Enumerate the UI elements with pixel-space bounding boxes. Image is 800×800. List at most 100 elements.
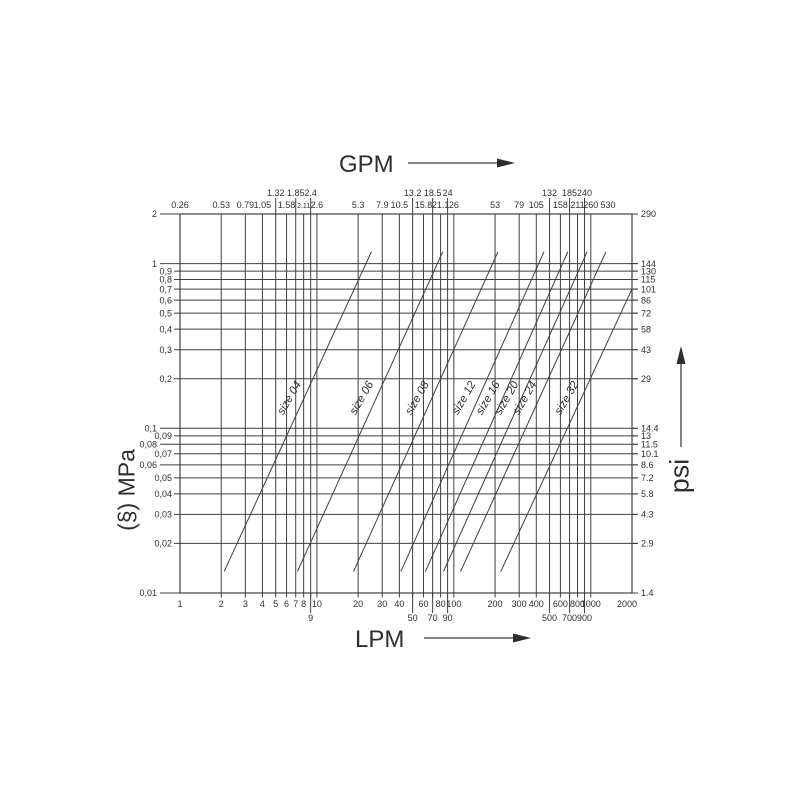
top-tick-label: 1.05 — [254, 200, 272, 210]
series-line-size-08 — [353, 251, 499, 572]
left-tick-label: 0,02 — [154, 539, 172, 549]
left-tick-label: 1 — [152, 259, 157, 269]
left-tick-label: 0,06 — [139, 460, 157, 470]
top-tick-label: 530 — [600, 200, 615, 210]
bottom-tick-label: 90 — [443, 613, 453, 623]
left-tick-label: 0,01 — [139, 588, 157, 598]
plot-frame — [179, 213, 633, 594]
left-tick-label: 0,1 — [144, 423, 157, 433]
series-label-size-06: size 06 — [348, 379, 377, 417]
top-tick-label: 1.32 — [267, 188, 285, 198]
left-tick-label: 0,9 — [159, 266, 172, 276]
top-tick-label: 24 — [443, 188, 453, 198]
left-tick-label: 0,3 — [159, 345, 172, 355]
top-tick-label: 185 — [562, 188, 577, 198]
bottom-tick-label: 80 — [436, 599, 446, 609]
left-tick-label: 0,03 — [154, 510, 172, 520]
top-tick-label: 2.4 — [304, 188, 317, 198]
series-line-size-06 — [296, 251, 444, 572]
left-tick-label: 0,04 — [154, 489, 172, 499]
right-tick-label: 115 — [641, 275, 655, 285]
bottom-tick-label: 50 — [408, 613, 418, 623]
top-tick-label: 105 — [529, 200, 544, 210]
bottom-tick-label: 300 — [512, 599, 527, 609]
series-line-size-16 — [424, 251, 569, 572]
right-tick-label: 290 — [641, 209, 656, 219]
right-axis-title: psi — [664, 458, 695, 494]
top-axis-title: GPM — [339, 151, 394, 178]
bottom-tick-label: 7 — [293, 599, 298, 609]
series-line-size-32 — [500, 288, 633, 572]
right-tick-label: 7.2 — [641, 473, 654, 483]
bottom-tick-label: 40 — [394, 599, 404, 609]
series-label-size-08: size 08 — [403, 379, 432, 417]
top-tick-label: 0.53 — [212, 200, 230, 210]
bottom-tick-label: 2000 — [617, 599, 637, 609]
left-tick-label: 0,4 — [159, 324, 172, 334]
bottom-tick-label: 1000 — [581, 599, 601, 609]
bottom-tick-label: 70 — [428, 613, 438, 623]
top-tick-label: 53 — [490, 200, 500, 210]
bottom-tick-label: 700 — [562, 613, 577, 623]
right-tick-label: 1.4 — [641, 588, 654, 598]
right-tick-label: 13 — [641, 431, 651, 441]
top-tick-label: 1.58 — [278, 200, 296, 210]
top-tick-label: 10.5 — [391, 200, 409, 210]
lpm-arrow-icon — [424, 633, 531, 643]
bottom-tick-label: 9 — [308, 613, 313, 623]
bottom-tick-label: 60 — [418, 599, 428, 609]
bottom-tick-label: 30 — [377, 599, 387, 609]
right-tick-label: 14.4 — [641, 423, 659, 433]
right-tick-label: 2.9 — [641, 539, 654, 549]
top-tick-label: 158 — [553, 200, 568, 210]
top-tick-label: 79 — [514, 200, 524, 210]
series-line-size-20 — [443, 251, 588, 572]
left-axis-title: (§) MPa — [113, 449, 140, 531]
top-tick-label: 0.79 — [237, 200, 255, 210]
top-tick-label: 211 — [570, 200, 584, 210]
right-tick-label: 8.6 — [641, 460, 654, 470]
bottom-tick-label: 20 — [353, 599, 363, 609]
right-tick-label: 11.5 — [641, 439, 658, 449]
right-tick-label: 101 — [641, 284, 656, 294]
top-tick-label: 18.5 — [424, 188, 442, 198]
gpm-arrow-icon — [408, 158, 515, 168]
series-label-size-04: size 04 — [275, 379, 304, 417]
top-tick-label: 15.8 — [415, 200, 433, 210]
top-tick-label: 2.11 — [297, 203, 310, 210]
bottom-tick-label: 400 — [529, 599, 544, 609]
right-tick-label: 43 — [641, 345, 651, 355]
series-line-size-12 — [400, 251, 545, 572]
bottom-tick-label: 100 — [446, 599, 461, 609]
bottom-tick-label: 2 — [219, 599, 224, 609]
left-tick-label: 0,09 — [154, 431, 172, 441]
top-tick-label: 260 — [583, 200, 598, 210]
series-line-size-04 — [223, 251, 372, 572]
right-tick-label: 5.8 — [641, 489, 654, 499]
top-tick-label: 5.3 — [352, 200, 365, 210]
top-tick-label: 13.2 — [404, 188, 422, 198]
left-tick-label: 0,7 — [159, 284, 172, 294]
left-tick-label: 0,05 — [154, 473, 172, 483]
bottom-tick-label: 200 — [488, 599, 503, 609]
series-line-size-24 — [460, 251, 607, 572]
bottom-tick-label: 8 — [301, 599, 306, 609]
right-tick-label: 72 — [641, 308, 651, 318]
right-tick-label: 29 — [641, 374, 651, 384]
bottom-axis-title: LPM — [355, 626, 405, 653]
top-tick-label: 7.9 — [376, 200, 389, 210]
right-tick-label: 10.1 — [641, 449, 659, 459]
left-tick-label: 0,07 — [154, 449, 172, 459]
bottom-tick-label: 5 — [273, 599, 278, 609]
bottom-tick-label: 600 — [553, 599, 568, 609]
right-tick-label: 4.3 — [641, 510, 654, 520]
top-tick-label: 240 — [577, 188, 592, 198]
bottom-tick-label: 3 — [243, 599, 248, 609]
top-tick-label: 1.85 — [287, 188, 305, 198]
top-tick-label: 21.1 — [432, 200, 450, 210]
psi-arrow-icon — [676, 346, 686, 447]
top-tick-label: 26 — [449, 200, 459, 210]
bottom-tick-label: 4 — [260, 599, 265, 609]
